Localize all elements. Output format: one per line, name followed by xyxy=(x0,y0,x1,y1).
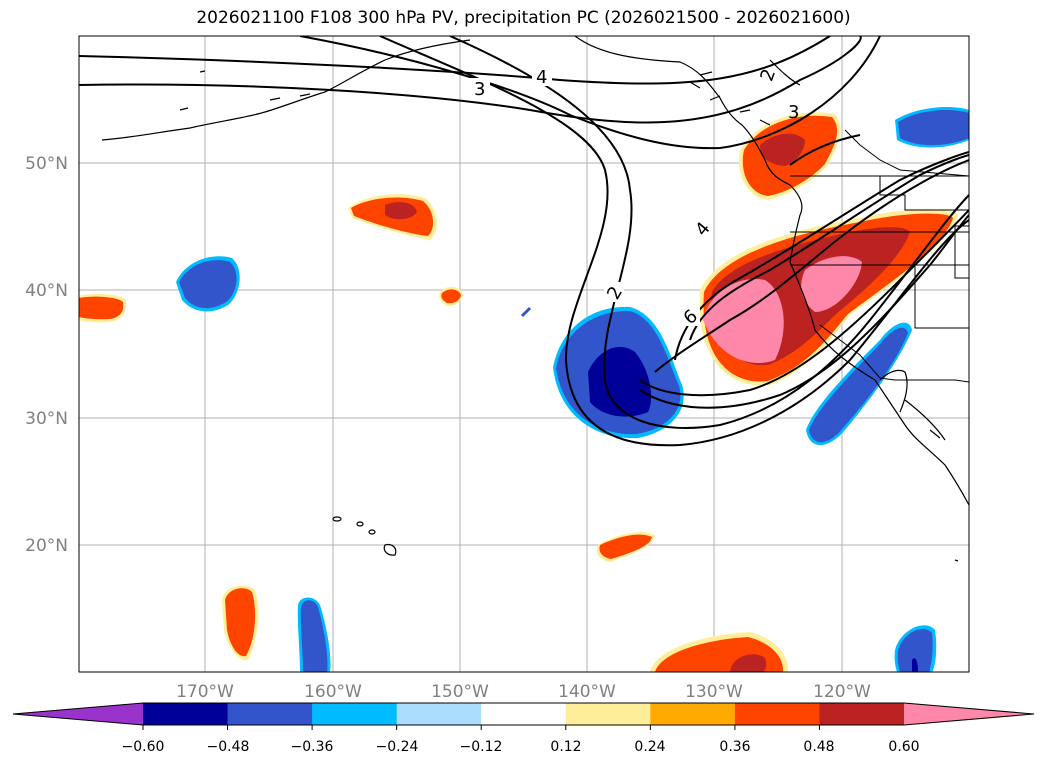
colorbar-segment xyxy=(227,703,313,725)
colorbar-tick-label: −0.24 xyxy=(376,739,419,755)
lon-label-140w: 140°W xyxy=(558,682,616,702)
positive-anomaly-blobs xyxy=(79,112,958,672)
map-title: 2026021100 F108 300 hPa PV, precipitatio… xyxy=(196,8,851,28)
colorbar-segment xyxy=(650,703,736,725)
lat-label-20n: 20°N xyxy=(25,536,68,556)
colorbar-tick-label: −0.12 xyxy=(460,739,503,755)
lon-label-150w: 150°W xyxy=(431,682,489,702)
colorbar-segment xyxy=(481,703,567,725)
lon-label-170w: 170°W xyxy=(176,682,234,702)
map-frame xyxy=(78,35,970,673)
colorbar-segment xyxy=(312,703,398,725)
lat-label-50n: 50°N xyxy=(25,154,68,174)
colorbar-extend-low xyxy=(13,703,143,725)
contour-label-3: 3 xyxy=(474,79,485,100)
colorbar-tick-label: 0.36 xyxy=(719,739,750,755)
pv-contour-labels: 3 4 2 4 6 2 3 xyxy=(470,66,799,329)
colorbar-tick-label: −0.48 xyxy=(207,739,250,755)
latitude-labels: 50°N 40°N 30°N 20°N xyxy=(25,154,68,556)
colorbar: −0.60 −0.48 −0.36 −0.24 −0.12 0.12 0.24 … xyxy=(12,702,1035,755)
colorbar-segment xyxy=(565,703,651,725)
contour-label-3b: 3 xyxy=(788,102,799,123)
pv-contours xyxy=(79,36,969,447)
colorbar-segment xyxy=(143,703,229,725)
lon-label-120w: 120°W xyxy=(813,682,871,702)
colorbar-tick-label: 0.24 xyxy=(634,739,665,755)
negative-anomaly-blobs xyxy=(176,107,969,672)
lon-label-160w: 160°W xyxy=(304,682,362,702)
lat-label-30n: 30°N xyxy=(25,409,68,429)
coastlines xyxy=(101,36,969,562)
colorbar-tick-label: 0.12 xyxy=(550,739,581,755)
lon-label-130w: 130°W xyxy=(685,682,743,702)
colorbar-tick-label: −0.36 xyxy=(291,739,334,755)
colorbar-tick-label: 0.60 xyxy=(888,739,919,755)
longitude-labels: 170°W 160°W 150°W 140°W 130°W 120°W xyxy=(176,682,871,702)
contour-label-2b: 2 xyxy=(756,66,780,84)
colorbar-segment xyxy=(734,703,820,725)
colorbar-segment xyxy=(819,703,905,725)
colorbar-segment xyxy=(396,703,482,725)
colorbar-tick-label: −0.60 xyxy=(122,739,165,755)
lat-label-40n: 40°N xyxy=(25,281,68,301)
map-area: 3 4 2 4 6 2 3 xyxy=(79,36,969,672)
colorbar-extend-high xyxy=(904,703,1034,725)
colorbar-tick-label: 0.48 xyxy=(803,739,834,755)
contour-label-4: 4 xyxy=(536,67,547,88)
